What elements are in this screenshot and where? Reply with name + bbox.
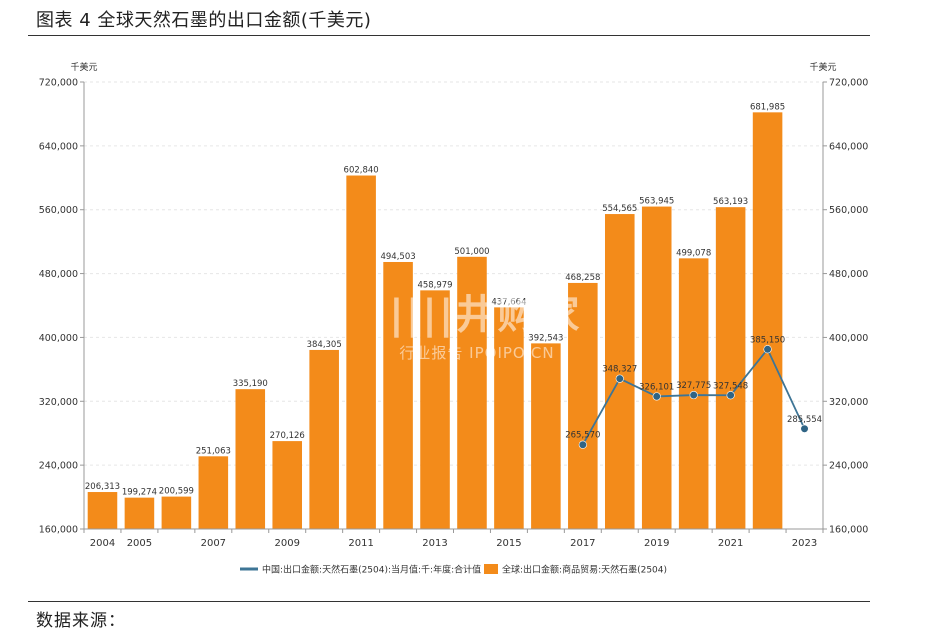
y-tick-label-left: 480,000 [39, 269, 78, 280]
x-tick-label: 2023 [792, 538, 817, 549]
line-point [578, 440, 587, 449]
bar-data-label: 563,945 [639, 197, 674, 207]
bar-data-label: 494,503 [380, 252, 415, 262]
bar [235, 389, 266, 529]
bar-data-label: 563,193 [713, 197, 748, 207]
bar-data-label: 681,985 [750, 102, 785, 112]
line-data-label: 348,327 [602, 365, 637, 375]
bar [531, 343, 561, 529]
line-point [652, 392, 661, 401]
bar-data-label: 270,126 [270, 431, 305, 441]
top-rule [28, 35, 870, 36]
bar [641, 206, 672, 530]
y-tick-label-left: 400,000 [39, 333, 78, 344]
line-point [726, 391, 735, 400]
x-tick-label: 2019 [644, 538, 669, 549]
bar [420, 290, 450, 529]
bar [457, 256, 487, 529]
bar [87, 492, 118, 529]
y-tick-label-left: 160,000 [39, 525, 78, 536]
bar-data-label: 499,078 [676, 248, 711, 258]
x-tick-label: 2009 [274, 538, 299, 549]
line-data-label: 385,150 [750, 335, 785, 345]
y-tick-label-right: 640,000 [829, 141, 868, 152]
y-axis-unit-left: 千美元 [70, 61, 97, 73]
bar [715, 207, 746, 529]
x-tick-label: 2011 [348, 538, 373, 549]
bar-data-label: 468,258 [565, 273, 600, 283]
bar [383, 261, 413, 529]
bar [198, 456, 229, 529]
y-tick-label-right: 720,000 [829, 78, 868, 89]
bar-data-label: 501,000 [454, 247, 489, 257]
line-data-label: 265,570 [565, 431, 600, 441]
x-tick-label: 2021 [718, 538, 743, 549]
bar [494, 307, 524, 529]
line-point [689, 390, 698, 400]
line-data-label: 285,554 [787, 415, 822, 425]
bar-data-label: 384,305 [307, 340, 342, 350]
y-tick-label-right: 480,000 [829, 269, 868, 280]
line-data-label: 327,548 [713, 381, 748, 391]
bar-data-label: 437,664 [491, 297, 526, 307]
y-tick-label-right: 160,000 [829, 525, 868, 536]
figure-title: 图表 4 全球天然石墨的出口金额(千美元) [36, 10, 372, 31]
bar [346, 175, 376, 529]
bar-data-label: 554,565 [602, 204, 637, 214]
bar [752, 112, 783, 529]
y-tick-label-left: 240,000 [39, 461, 78, 472]
legend-label-bar: 全球:出口金额:商品贸易:天然石墨(2504) [502, 564, 667, 576]
x-tick-label: 2004 [90, 538, 115, 549]
bar-data-label: 206,313 [85, 482, 120, 492]
line-point [615, 374, 624, 383]
grid-lines [84, 81, 823, 466]
bar-data-label: 251,063 [196, 446, 231, 456]
bar-data-label: 392,543 [528, 333, 563, 343]
bar [604, 214, 635, 529]
y-tick-label-right: 560,000 [829, 205, 868, 216]
axes: 160,000 160,000 240,000 240,000 320,000 320,0… [39, 78, 869, 550]
y-tick-label-right: 240,000 [829, 461, 868, 472]
source-label: 数据来源： [36, 611, 126, 631]
y-tick-label-right: 320,000 [829, 397, 868, 408]
bar-data-label: 602,840 [344, 166, 379, 176]
bar [272, 441, 303, 529]
legend-label-line: 中国:出口金额:天然石墨(2504):当月值:千:年度:合计值 [262, 564, 481, 576]
bottom-rule [28, 601, 870, 602]
x-tick-label: 2013 [422, 538, 447, 549]
bar [568, 282, 598, 529]
x-tick-label: 2017 [570, 538, 595, 549]
x-tick-label: 2015 [496, 538, 521, 549]
y-axis-unit-right: 千美元 [809, 61, 836, 73]
bar-data-label: 458,979 [417, 280, 452, 290]
bar-data-label: 200,599 [159, 487, 194, 497]
y-tick-label-left: 640,000 [39, 141, 78, 152]
line-point [800, 424, 809, 433]
legend-bar-swatch [484, 564, 498, 574]
bar [161, 496, 192, 529]
line-point [763, 345, 772, 354]
y-tick-label-left: 720,000 [39, 78, 78, 89]
line-data-label: 327,775 [676, 381, 711, 391]
bar [124, 497, 155, 529]
line-data-label: 326,101 [639, 382, 674, 392]
bar-data-label: 199,274 [122, 488, 157, 498]
x-tick-label: 2007 [201, 538, 226, 549]
bar [309, 349, 339, 529]
y-tick-label-left: 320,000 [39, 397, 78, 408]
legend: 中国:出口金额:天然石墨(2504):当月值:千:年度:合计值 全球:出口金额:商… [240, 564, 667, 576]
x-tick-label: 2005 [127, 538, 152, 549]
bar-data-label: 335,190 [233, 379, 268, 389]
y-tick-label-left: 560,000 [39, 205, 78, 216]
y-tick-label-right: 400,000 [829, 333, 868, 344]
bar-series [87, 112, 783, 530]
